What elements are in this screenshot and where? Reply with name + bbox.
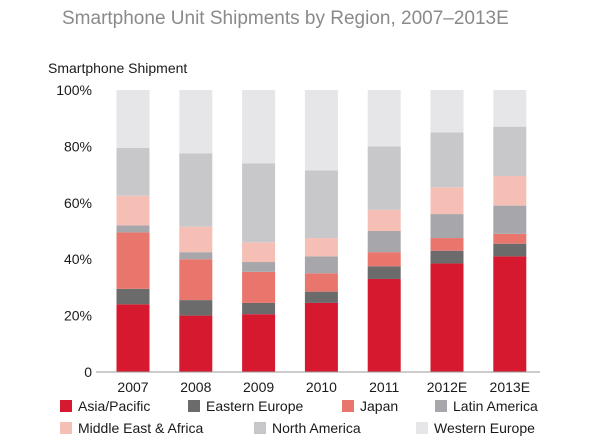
- bar-segment: [242, 242, 276, 263]
- bar-segment: [116, 232, 150, 289]
- x-tick-label: 2007: [117, 379, 148, 395]
- bar-segment: [179, 315, 213, 372]
- bar-segment: [242, 302, 276, 315]
- legend-swatch: [188, 400, 200, 412]
- bar-segment: [304, 90, 338, 171]
- y-tick-label: 0: [84, 364, 92, 380]
- bar-segment: [116, 90, 150, 148]
- bar-segment: [304, 256, 338, 274]
- legend-swatch: [342, 400, 354, 412]
- bar-segment: [116, 288, 150, 305]
- bar-stack-2009: [242, 90, 276, 372]
- y-tick-label: 40%: [64, 251, 92, 267]
- bar-segment: [242, 262, 276, 272]
- y-tick-label: 80%: [64, 138, 92, 154]
- bar-segment: [430, 238, 464, 251]
- bar-segment: [493, 176, 527, 206]
- bar-segment: [367, 278, 401, 372]
- bar-segment: [116, 304, 150, 372]
- legend-label: Middle East & Africa: [78, 420, 203, 436]
- bar-segment: [367, 231, 401, 253]
- legend-swatch: [60, 400, 72, 412]
- bar-segment: [242, 90, 276, 164]
- bar-segment: [430, 90, 464, 133]
- legend-item: Eastern Europe: [188, 398, 303, 414]
- bar-segment: [430, 187, 464, 215]
- bar-segment: [242, 271, 276, 303]
- bar-segment: [493, 90, 527, 127]
- bar-segment: [367, 90, 401, 147]
- bar-segment: [493, 233, 527, 244]
- bar-segment: [179, 90, 213, 154]
- legend-label: Western Europe: [434, 420, 535, 436]
- legend-swatch: [416, 422, 428, 434]
- bar-stack-2012E: [430, 90, 464, 372]
- y-tick-label: 20%: [64, 308, 92, 324]
- bar-segment: [430, 132, 464, 188]
- legend-swatch: [60, 422, 72, 434]
- legend-swatch: [254, 422, 266, 434]
- bar-segment: [493, 256, 527, 372]
- bar-segment: [304, 291, 338, 303]
- bar-stack-2011: [367, 90, 401, 372]
- bar-segment: [304, 238, 338, 257]
- bar-segment: [493, 205, 527, 234]
- y-tick-label: 60%: [64, 195, 92, 211]
- bar-segment: [430, 263, 464, 372]
- bar-segment: [367, 252, 401, 267]
- bar-stack-2013E: [493, 90, 527, 372]
- legend-item: Asia/Pacific: [60, 398, 150, 414]
- bar-segment: [304, 273, 338, 292]
- legend-swatch: [435, 400, 447, 412]
- bar-stack-2008: [179, 90, 213, 372]
- bar-segment: [179, 226, 213, 253]
- chart-title: Smartphone Unit Shipments by Region, 200…: [62, 8, 509, 29]
- y-axis-label: Smartphone Shipment: [48, 60, 187, 76]
- bar-segment: [493, 243, 527, 257]
- bar-segment: [179, 252, 213, 260]
- x-tick-label: 2012E: [427, 379, 467, 395]
- x-tick-label: 2013E: [490, 379, 530, 395]
- legend-label: North America: [272, 420, 361, 436]
- bar-segment: [116, 225, 150, 233]
- legend-item: Middle East & Africa: [60, 420, 203, 436]
- legend-label: Asia/Pacific: [78, 398, 150, 414]
- bar-segment: [493, 126, 527, 177]
- x-tick-label: 2009: [243, 379, 274, 395]
- bar-segment: [367, 146, 401, 210]
- bar-stack-2007: [116, 90, 150, 372]
- bar-segment: [430, 214, 464, 239]
- bar-segment: [367, 209, 401, 231]
- legend: Asia/Pacific Eastern Europe Japan Latin Ame…: [60, 398, 538, 436]
- bar-segment: [304, 302, 338, 372]
- bar-segment: [179, 259, 213, 301]
- bar-segment: [430, 250, 464, 264]
- bar-segment: [116, 195, 150, 226]
- bar-segment: [367, 266, 401, 279]
- y-axis-ticks: 0 20% 40% 60% 80% 100%: [56, 82, 92, 380]
- x-axis-ticks: 2007 2008 2009 2010 2011 2012E 2013E: [117, 379, 530, 395]
- y-tick-label: 100%: [56, 82, 92, 98]
- bar-segment: [116, 147, 150, 196]
- x-tick-label: 2010: [306, 379, 337, 395]
- legend-item: North America: [254, 420, 361, 436]
- legend-label: Latin America: [453, 398, 538, 414]
- bars: [116, 90, 527, 372]
- legend-label: Japan: [360, 398, 398, 414]
- bar-stack-2010: [304, 90, 338, 372]
- bar-segment: [242, 314, 276, 372]
- legend-item: Japan: [342, 398, 398, 414]
- bar-segment: [179, 153, 213, 227]
- x-tick-label: 2011: [369, 379, 399, 395]
- bar-segment: [179, 300, 213, 316]
- legend-item: Latin America: [435, 398, 538, 414]
- x-tick-label: 2008: [180, 379, 211, 395]
- legend-item: Western Europe: [416, 420, 535, 436]
- bar-segment: [242, 163, 276, 243]
- legend-label: Eastern Europe: [206, 398, 303, 414]
- bar-segment: [304, 170, 338, 239]
